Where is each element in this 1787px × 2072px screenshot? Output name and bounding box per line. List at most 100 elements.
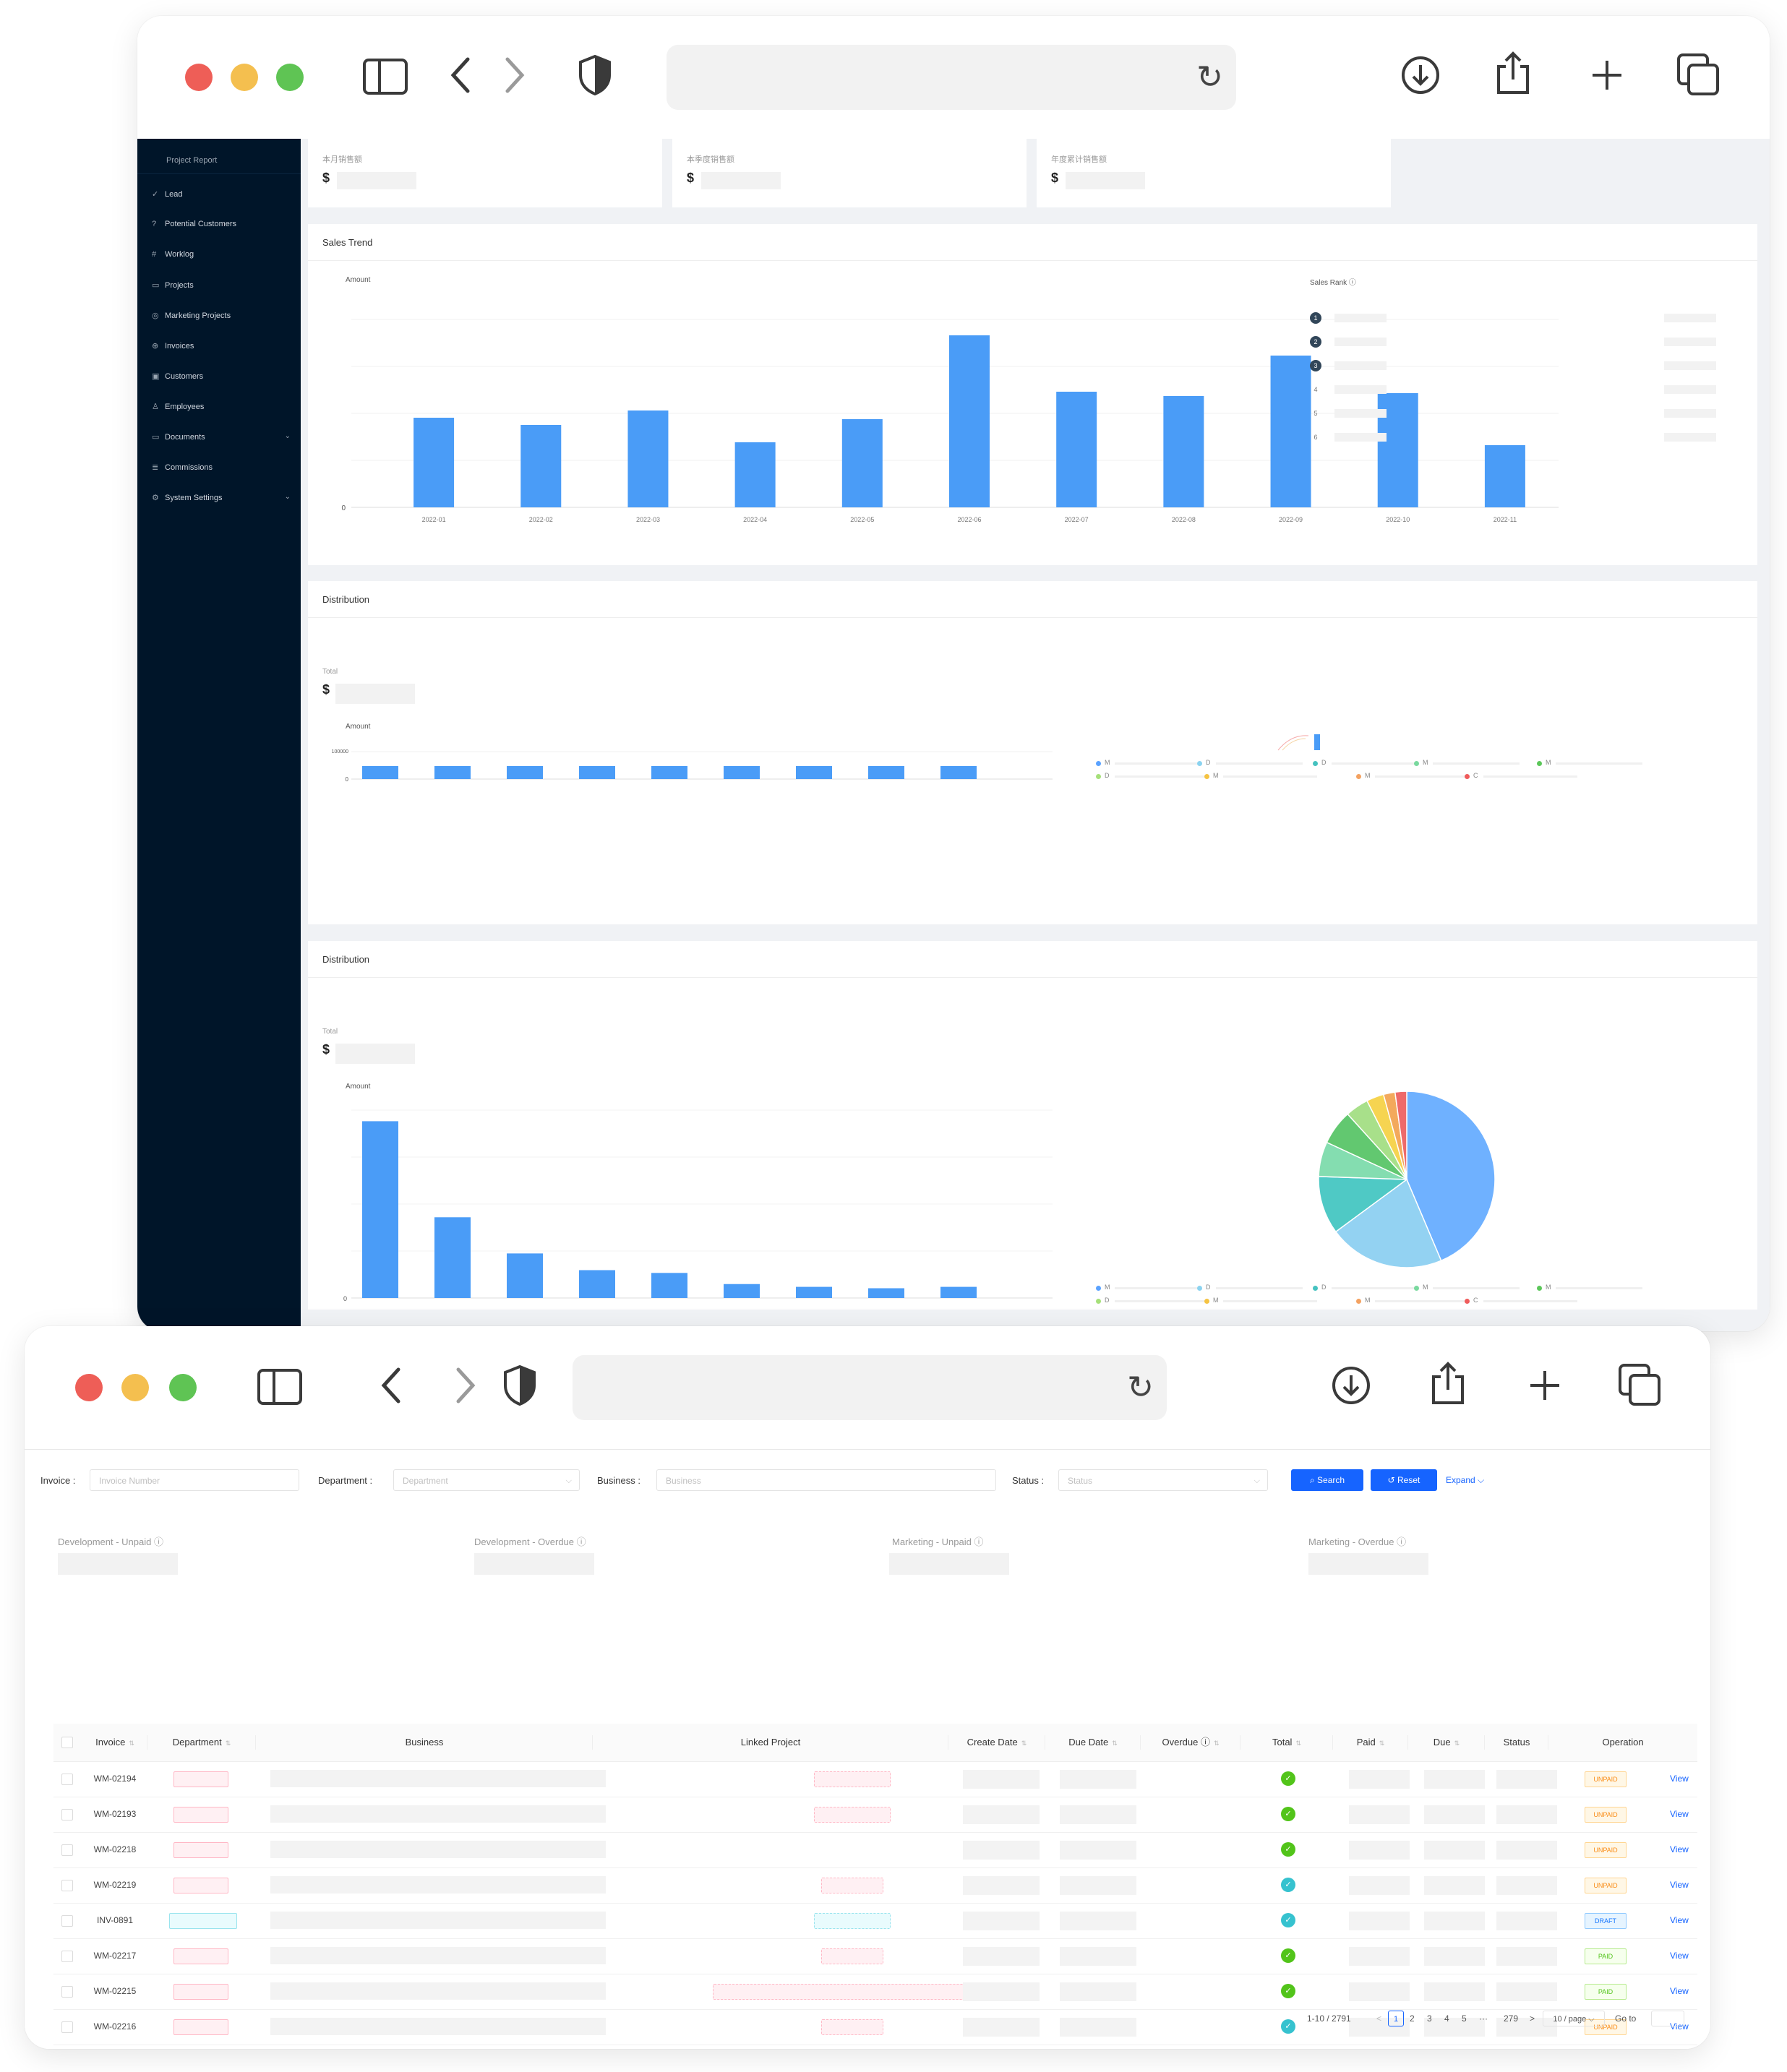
sidebar-item-system-settings[interactable]: ⚙ System Settings xyxy=(152,493,222,502)
column-header[interactable]: Linked Project xyxy=(593,1724,948,1761)
page-4-button[interactable]: 4 xyxy=(1444,2013,1449,2024)
linked-project-tag[interactable] xyxy=(821,2019,883,2035)
page-2-button[interactable]: 2 xyxy=(1410,2013,1415,2024)
minimize-window-button[interactable] xyxy=(121,1374,149,1401)
address-bar[interactable]: ↻ xyxy=(667,45,1236,110)
tabs-overview-icon[interactable] xyxy=(1674,52,1724,95)
close-window-button[interactable] xyxy=(75,1374,103,1401)
sidebar-item-projects[interactable]: ▭ Projects xyxy=(152,280,194,290)
page-3-button[interactable]: 3 xyxy=(1427,2013,1432,2024)
sort-icon[interactable]: ⇅ xyxy=(1295,1740,1301,1747)
view-link[interactable]: View xyxy=(1670,1915,1689,1925)
download-icon[interactable] xyxy=(1326,1364,1376,1407)
search-button[interactable]: ⌕ Search xyxy=(1291,1469,1363,1491)
column-header[interactable]: Overdue ⓘ ⇅ xyxy=(1141,1724,1240,1761)
shield-icon[interactable] xyxy=(570,53,620,97)
view-link[interactable]: View xyxy=(1670,1844,1689,1854)
column-header[interactable]: Create Date ⇅ xyxy=(948,1724,1045,1761)
sort-icon[interactable]: ⇅ xyxy=(225,1740,231,1747)
sidebar-item-worklog[interactable]: # Worklog xyxy=(152,250,194,259)
sidebar-toggle-icon[interactable] xyxy=(254,1368,305,1411)
shield-icon[interactable] xyxy=(494,1364,545,1407)
reload-icon[interactable]: ↻ xyxy=(1127,1370,1154,1406)
view-link[interactable]: View xyxy=(1670,1951,1689,1961)
next-page-button[interactable]: > xyxy=(1530,2013,1535,2024)
forward-icon[interactable] xyxy=(489,53,540,97)
invoice-filter-input[interactable]: Invoice Number xyxy=(90,1469,299,1491)
table-row[interactable]: WM-02215 ✓ PAID View xyxy=(53,1974,1697,2010)
view-link[interactable]: View xyxy=(1670,1774,1689,1784)
department-select[interactable]: Department ⌵ xyxy=(393,1469,580,1491)
view-link[interactable]: View xyxy=(1670,1809,1689,1819)
share-icon[interactable] xyxy=(1488,51,1538,94)
table-row[interactable]: WM-02193 ✓ UNPAID View xyxy=(53,1797,1697,1833)
column-header[interactable]: Total ⇅ xyxy=(1240,1724,1333,1761)
linked-project-tag[interactable] xyxy=(814,1807,891,1823)
sidebar-toggle-icon[interactable] xyxy=(360,58,411,101)
page-279-button[interactable]: 279 xyxy=(1504,2013,1519,2024)
column-header[interactable]: Paid ⇅ xyxy=(1333,1724,1408,1761)
maximize-window-button[interactable] xyxy=(276,64,304,91)
view-link[interactable]: View xyxy=(1670,1880,1689,1890)
column-header[interactable]: Operation xyxy=(1548,1724,1697,1761)
column-header[interactable]: Business xyxy=(256,1724,593,1761)
row-checkbox[interactable] xyxy=(61,1774,73,1785)
row-checkbox[interactable] xyxy=(61,1809,73,1820)
linked-project-tag[interactable] xyxy=(814,1913,891,1929)
table-row[interactable]: WM-02194 ✓ UNPAID View xyxy=(53,1761,1697,1797)
table-row[interactable]: WM-02219 ✓ UNPAID View xyxy=(53,1867,1697,1904)
linked-project-tag[interactable] xyxy=(713,1984,992,2000)
sort-icon[interactable]: ⇅ xyxy=(1112,1740,1118,1747)
page-5-button[interactable]: 5 xyxy=(1462,2013,1467,2024)
column-header[interactable]: Invoice ⇅ xyxy=(82,1724,147,1761)
column-header[interactable]: Due Date ⇅ xyxy=(1045,1724,1141,1761)
table-row[interactable]: WM-02217 ✓ PAID View xyxy=(53,1938,1697,1974)
sort-icon[interactable]: ⇅ xyxy=(1021,1740,1027,1747)
page-ellipsis-button[interactable]: ··· xyxy=(1479,2013,1488,2024)
sort-icon[interactable]: ⇅ xyxy=(1454,1740,1460,1747)
new-tab-icon[interactable] xyxy=(1520,1364,1570,1407)
previous-page-button[interactable]: < xyxy=(1376,2013,1382,2024)
back-icon[interactable] xyxy=(435,53,486,97)
back-icon[interactable] xyxy=(366,1364,416,1407)
column-header[interactable]: Department ⇅ xyxy=(147,1724,256,1761)
sidebar-item-lead[interactable]: ✓ Lead xyxy=(152,189,182,199)
sort-icon[interactable]: ⇅ xyxy=(129,1740,134,1747)
select-all-checkbox[interactable] xyxy=(61,1737,73,1748)
table-row[interactable]: INV-0891 ✓ DRAFT View xyxy=(53,1903,1697,1939)
download-icon[interactable] xyxy=(1395,53,1446,97)
page-1-button[interactable]: 1 xyxy=(1388,2011,1404,2026)
row-checkbox[interactable] xyxy=(61,1880,73,1891)
table-row[interactable]: WM-02218 ✓ UNPAID View xyxy=(53,1832,1697,1868)
row-checkbox[interactable] xyxy=(61,2021,73,2033)
row-checkbox[interactable] xyxy=(61,1986,73,1998)
sidebar-item-customers[interactable]: ▣ Customers xyxy=(152,371,203,381)
share-icon[interactable] xyxy=(1423,1361,1473,1404)
reset-button[interactable]: ↺ Reset xyxy=(1371,1469,1437,1491)
row-checkbox[interactable] xyxy=(61,1844,73,1856)
sidebar-item-commissions[interactable]: ≣ Commissions xyxy=(152,463,213,472)
table-row[interactable]: WM-02216 ✓ UNPAID View xyxy=(53,2009,1697,2045)
sidebar-item-potential-customers[interactable]: ? Potential Customers xyxy=(152,220,236,228)
status-select[interactable]: Status ⌵ xyxy=(1058,1469,1268,1491)
forward-icon[interactable] xyxy=(440,1364,491,1407)
page-size-select[interactable]: 10 / page ⌵ xyxy=(1543,2011,1605,2026)
linked-project-tag[interactable] xyxy=(814,1771,891,1787)
tabs-overview-icon[interactable] xyxy=(1615,1362,1666,1406)
linked-project-tag[interactable] xyxy=(821,1948,883,1964)
sidebar-item-employees[interactable]: ♙ Employees xyxy=(152,402,204,411)
view-link[interactable]: View xyxy=(1670,1986,1689,1996)
sidebar-item-documents[interactable]: ▭ Documents xyxy=(152,432,205,442)
new-tab-icon[interactable] xyxy=(1582,53,1632,97)
business-filter-input[interactable]: Business xyxy=(656,1469,996,1491)
address-bar[interactable]: ↻ xyxy=(573,1355,1167,1420)
expand-filters-link[interactable]: Expand ⌵ xyxy=(1446,1475,1485,1485)
sort-icon[interactable]: ⇅ xyxy=(1213,1740,1220,1747)
sidebar-item-invoices[interactable]: ⊕ Invoices xyxy=(152,341,194,351)
linked-project-tag[interactable] xyxy=(821,1878,883,1893)
reload-icon[interactable]: ↻ xyxy=(1196,59,1223,95)
goto-page-input[interactable] xyxy=(1651,2011,1684,2026)
maximize-window-button[interactable] xyxy=(169,1374,197,1401)
sort-icon[interactable]: ⇅ xyxy=(1379,1740,1385,1747)
